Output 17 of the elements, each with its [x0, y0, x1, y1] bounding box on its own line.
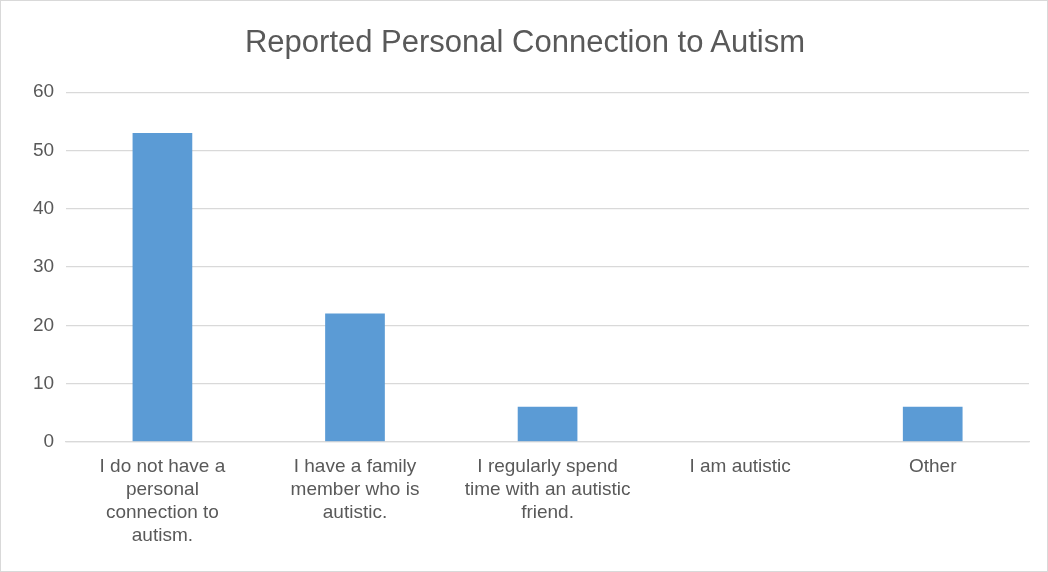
bar	[325, 313, 385, 442]
chart-title: Reported Personal Connection to Autism	[244, 24, 806, 60]
bar	[902, 406, 963, 442]
bar	[132, 132, 193, 442]
y-tick-label: 30	[32, 255, 55, 277]
x-tick-label: Other	[908, 455, 958, 477]
x-tick-label: I am autistic	[689, 455, 791, 477]
y-tick-label: 60	[32, 80, 55, 102]
y-tick-label: 50	[32, 138, 55, 160]
bar	[517, 406, 578, 442]
y-tick-label: 0	[43, 430, 55, 452]
x-tick-label: I have a family member who is autistic.	[290, 455, 420, 523]
x-tick-label: I do not have a personal connection to autism.	[99, 455, 226, 545]
y-tick-label: 20	[32, 313, 55, 335]
x-tick-label: I regularly spend time with an autistic friend.	[464, 455, 631, 523]
y-tick-label: 40	[32, 196, 55, 218]
y-tick-label: 10	[32, 371, 55, 393]
